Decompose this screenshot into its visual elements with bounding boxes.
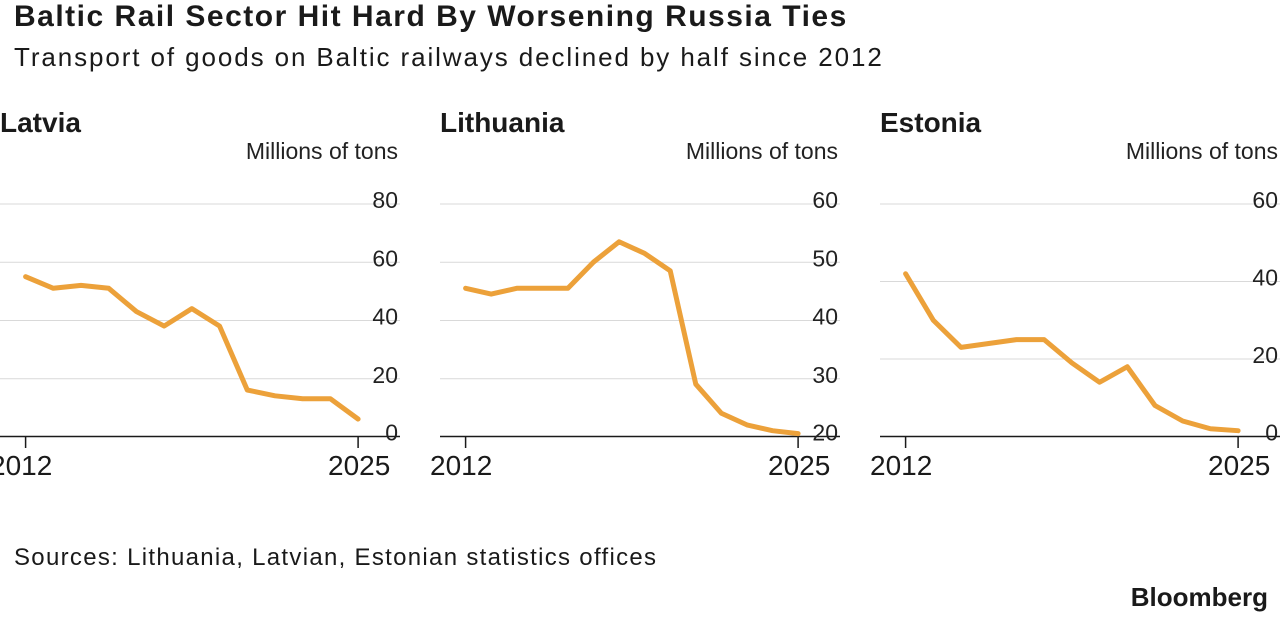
svg-text:40: 40 xyxy=(372,304,398,330)
svg-text:40: 40 xyxy=(1252,265,1278,291)
svg-text:20: 20 xyxy=(372,362,398,388)
svg-text:40: 40 xyxy=(812,304,838,330)
svg-text:80: 80 xyxy=(372,187,398,213)
svg-text:0: 0 xyxy=(1265,420,1278,446)
svg-text:20: 20 xyxy=(812,420,838,446)
svg-text:20: 20 xyxy=(1252,342,1278,368)
svg-text:0: 0 xyxy=(385,420,398,446)
svg-text:60: 60 xyxy=(812,187,838,213)
svg-text:60: 60 xyxy=(372,245,398,271)
svg-text:50: 50 xyxy=(812,245,838,271)
svg-text:30: 30 xyxy=(812,362,838,388)
svg-text:60: 60 xyxy=(1252,187,1278,213)
